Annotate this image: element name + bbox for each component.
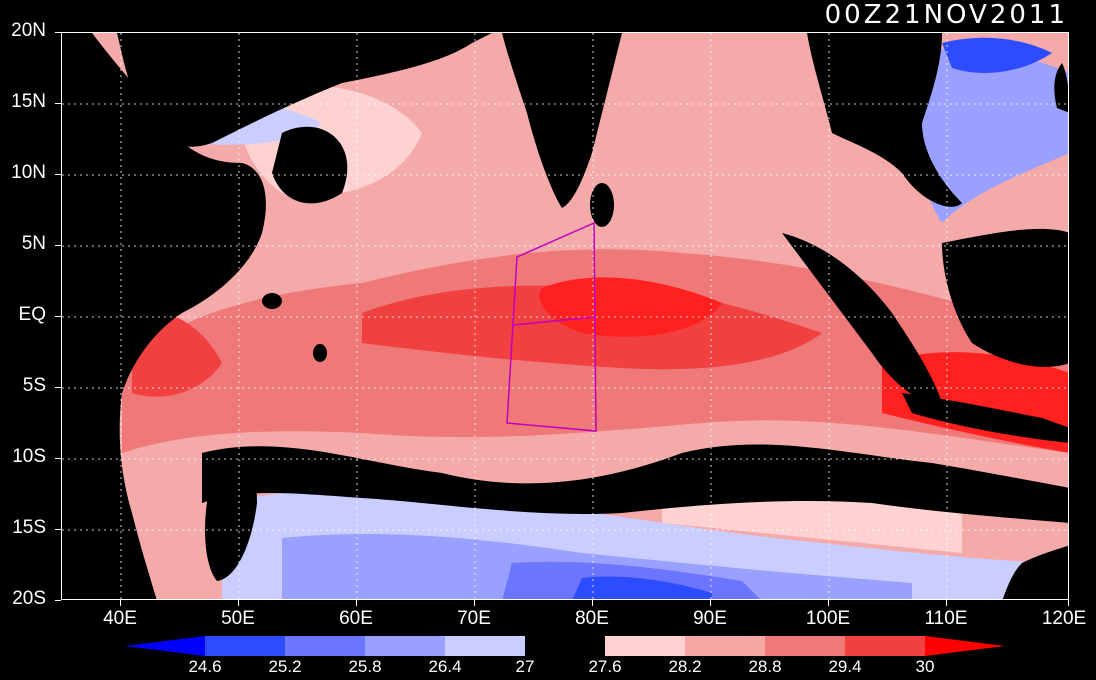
lon-tick bbox=[120, 600, 121, 606]
lat-label: 10N bbox=[11, 162, 46, 183]
cool-blue-4 bbox=[572, 576, 712, 599]
colorbar-swatch bbox=[845, 636, 925, 656]
hottest-core bbox=[539, 277, 722, 337]
lat-tick bbox=[55, 458, 61, 459]
colorbar-swatch bbox=[445, 636, 525, 656]
lat-tick bbox=[55, 174, 61, 175]
sst-map-svg bbox=[62, 33, 1068, 599]
sst-map-plot bbox=[61, 32, 1069, 600]
lon-tick bbox=[238, 600, 239, 606]
africa-land bbox=[62, 33, 266, 599]
lat-label: 5S bbox=[22, 375, 46, 396]
sumatra-land bbox=[782, 233, 942, 404]
colorbar-swatch bbox=[765, 636, 845, 656]
seychelles-land bbox=[262, 293, 282, 309]
lon-tick bbox=[946, 600, 947, 606]
region-box-divider bbox=[512, 316, 596, 326]
lon-tick bbox=[1068, 600, 1069, 606]
lon-label: 50E bbox=[221, 608, 255, 629]
lat-label: 15S bbox=[12, 517, 46, 538]
lon-label: 90E bbox=[693, 608, 727, 629]
lon-label: 60E bbox=[339, 608, 373, 629]
colorbar-label: 24.6 bbox=[188, 657, 222, 676]
lon-tick bbox=[356, 600, 357, 606]
colorbar-arrow-high bbox=[925, 636, 1005, 656]
colorbar-label: 25.2 bbox=[268, 657, 302, 676]
lat-tick bbox=[55, 32, 61, 33]
lon-label: 40E bbox=[103, 608, 137, 629]
java-land bbox=[902, 393, 1068, 443]
lon-tick bbox=[710, 600, 711, 606]
india-land bbox=[502, 33, 622, 208]
colorbar bbox=[125, 636, 1005, 656]
colorbar-label: 29.4 bbox=[828, 657, 862, 676]
lat-tick bbox=[55, 387, 61, 388]
lon-label: 70E bbox=[457, 608, 491, 629]
colorbar-swatch bbox=[205, 636, 285, 656]
lat-label: 20S bbox=[12, 588, 46, 609]
lon-label: 100E bbox=[805, 608, 851, 629]
borneo-land bbox=[942, 228, 1068, 367]
colorbar-swatch bbox=[525, 636, 605, 656]
colorbar-label: 28.2 bbox=[668, 657, 702, 676]
band-27-south bbox=[202, 444, 1068, 523]
lat-label: EQ bbox=[18, 304, 46, 325]
colorbar-label: 30 bbox=[915, 657, 935, 676]
lat-tick bbox=[55, 316, 61, 317]
lon-label: 120E bbox=[1041, 608, 1087, 629]
lon-label: 80E bbox=[575, 608, 609, 629]
landmasses bbox=[62, 33, 1068, 599]
lat-label: 20N bbox=[11, 20, 46, 41]
lon-tick bbox=[828, 600, 829, 606]
colorbar-swatch bbox=[365, 636, 445, 656]
colorbar-arrow-low bbox=[125, 636, 205, 656]
lat-tick bbox=[55, 245, 61, 246]
philippines-land bbox=[1054, 63, 1068, 113]
lat-tick bbox=[55, 529, 61, 530]
lat-label: 15N bbox=[11, 91, 46, 112]
se-asia-land bbox=[807, 33, 962, 207]
band-27-north bbox=[272, 126, 348, 204]
australia-land bbox=[1002, 545, 1068, 599]
colorbar-label: 27 bbox=[515, 657, 535, 676]
colorbar-swatch bbox=[285, 636, 365, 656]
lat-tick bbox=[55, 103, 61, 104]
lat-tick bbox=[55, 600, 61, 601]
lon-tick bbox=[592, 600, 593, 606]
map-title: 00Z21NOV2011 bbox=[824, 0, 1068, 30]
arabia-land bbox=[117, 33, 492, 147]
lat-label: 5N bbox=[21, 233, 46, 254]
region-box bbox=[506, 221, 597, 432]
colorbar-swatch bbox=[605, 636, 685, 656]
cool-scs bbox=[902, 49, 1068, 223]
colorbar-label: 26.4 bbox=[428, 657, 462, 676]
colorbar-swatch bbox=[685, 636, 765, 656]
colorbar-label: 28.8 bbox=[748, 657, 782, 676]
lat-label: 10S bbox=[12, 446, 46, 467]
graticule bbox=[62, 33, 1068, 599]
madagascar-land bbox=[205, 450, 257, 581]
sri-lanka-land bbox=[590, 183, 614, 227]
cool-scs-core bbox=[942, 37, 1052, 73]
colorbar-label: 25.8 bbox=[348, 657, 382, 676]
lon-tick bbox=[474, 600, 475, 606]
lon-label: 110E bbox=[924, 608, 968, 629]
island-land bbox=[313, 344, 327, 362]
colorbar-label: 27.6 bbox=[588, 657, 622, 676]
